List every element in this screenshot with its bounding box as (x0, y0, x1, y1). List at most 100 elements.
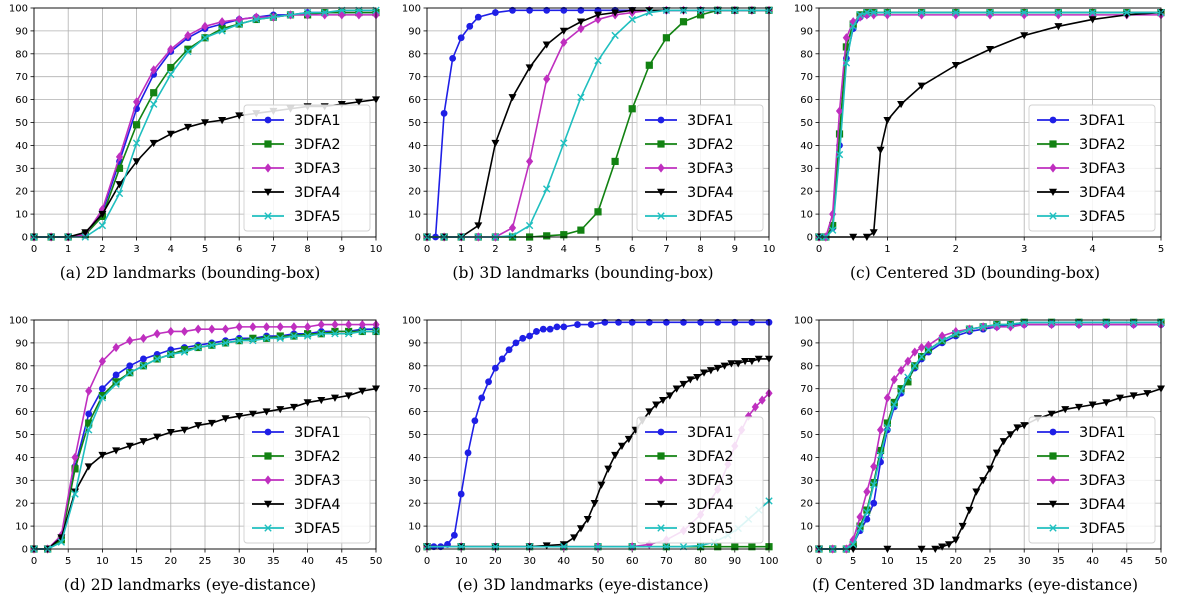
data-point (201, 119, 209, 127)
legend-marker (657, 452, 665, 460)
legend-marker (1049, 452, 1057, 460)
legend-item-3dfa4: 3DFA4 (645, 185, 734, 201)
data-point (587, 321, 595, 328)
data-point (734, 360, 743, 368)
data-point (115, 152, 124, 162)
legend-marker (657, 163, 665, 173)
data-point (218, 27, 226, 35)
data-point (235, 112, 244, 120)
chart-f-legend: 3DFA1 3DFA2 3DFA3 3DFA4 3DFA5 (1028, 416, 1156, 544)
data-point (98, 210, 107, 219)
chart-d-caption: (d) 2D landmarks (eye-distance) (63, 576, 317, 594)
series-3dfa5 (30, 327, 380, 553)
data-point (1129, 392, 1138, 400)
data-point (611, 451, 620, 460)
data-point (167, 326, 175, 337)
data-point (904, 378, 912, 386)
chart-d-frame (33, 319, 377, 550)
chart-panel-f: 0 5 10 15 20 25 30 35 40 45 50 0 10 20 30 40 50 60 70 80 90 1… (785, 312, 1167, 612)
x-tick-label: 4 (1089, 244, 1095, 255)
data-point (918, 10, 926, 20)
data-point (1115, 394, 1124, 402)
data-point (150, 100, 158, 108)
legend-label: 3DFA1 (294, 113, 341, 129)
data-point (876, 425, 885, 435)
data-point (218, 25, 226, 33)
legend-label: 3DFA4 (294, 497, 341, 513)
legend-item-3dfa5: 3DFA5 (1037, 209, 1126, 225)
data-point (856, 11, 864, 19)
y-tick-label: 20 (15, 499, 28, 510)
data-point (449, 54, 457, 62)
data-point (85, 419, 93, 427)
x-tick-label: 40 (557, 556, 570, 567)
legend-box (636, 416, 764, 544)
data-point (1020, 8, 1028, 17)
x-tick-label: 10 (370, 244, 383, 255)
data-point (986, 465, 994, 473)
legend-marker (1049, 188, 1057, 196)
data-point (180, 346, 189, 354)
chart-f-caption: (f) Centered 3D landmarks (eye-distance) (811, 576, 1139, 594)
data-point (553, 323, 561, 331)
chart-c-legend: 3DFA1 3DFA2 3DFA3 3DFA4 3DFA5 (1028, 104, 1156, 232)
y-tick-label: 40 (15, 141, 28, 152)
chart-e-plot: 0 10 20 30 40 50 60 70 80 90 100 0 10 20 30 40 50 60 70 80 9… (402, 316, 779, 568)
data-point (617, 442, 626, 450)
data-point (1088, 16, 1097, 24)
data-point (662, 34, 670, 42)
legend-item-3dfa5: 3DFA5 (252, 521, 341, 537)
data-point (184, 47, 192, 56)
data-point (917, 8, 926, 17)
legend-item-3dfa2: 3DFA2 (1037, 137, 1126, 153)
legend-marker (1049, 116, 1057, 124)
data-point (1006, 431, 1015, 439)
data-point (71, 490, 79, 498)
data-point (754, 355, 763, 363)
x-tick-label: 4 (168, 244, 174, 255)
legend-marker (264, 188, 272, 196)
data-point (958, 522, 967, 531)
y-tick-label: 10 (15, 522, 28, 533)
data-point (98, 451, 107, 460)
data-point (321, 10, 329, 20)
x-tick-label: 3 (133, 244, 139, 255)
legend-item-3dfa2: 3DFA2 (645, 449, 734, 465)
y-tick-label: 60 (408, 95, 421, 106)
data-point (150, 65, 158, 75)
data-point (269, 13, 278, 21)
legend-marker (1049, 428, 1057, 436)
chart-e-caption: (e) 3D landmarks (eye-distance) (457, 576, 709, 594)
data-point (98, 394, 107, 402)
data-point (139, 362, 148, 370)
series-3dfa4 (30, 385, 380, 553)
data-point (835, 150, 844, 159)
y-tick-label: 0 (415, 545, 421, 556)
legend-marker (264, 475, 272, 485)
y-tick-label: 20 (800, 499, 813, 510)
data-point (304, 322, 312, 332)
y-tick-label: 100 (794, 4, 813, 15)
y-tick-label: 40 (15, 453, 28, 464)
data-point (133, 97, 141, 107)
data-point (526, 332, 533, 340)
data-point (345, 327, 353, 336)
data-point (508, 232, 517, 240)
series-3dfa5 (815, 8, 1165, 241)
data-point (883, 393, 891, 403)
y-tick-label: 0 (22, 233, 28, 244)
y-tick-label: 60 (800, 407, 813, 418)
data-point (457, 490, 465, 498)
legend-label: 3DFA5 (687, 209, 734, 225)
data-point (665, 392, 674, 400)
data-point (276, 334, 284, 343)
legend-label: 3DFA3 (1079, 161, 1126, 177)
data-point (876, 146, 885, 154)
data-point (235, 336, 243, 345)
legend-item-3dfa3: 3DFA3 (252, 161, 341, 177)
data-point (559, 541, 568, 549)
y-tick-label: 20 (15, 187, 28, 198)
data-point (594, 56, 602, 65)
x-tick-label: 45 (335, 556, 348, 567)
x-tick-label: 35 (1052, 556, 1065, 567)
